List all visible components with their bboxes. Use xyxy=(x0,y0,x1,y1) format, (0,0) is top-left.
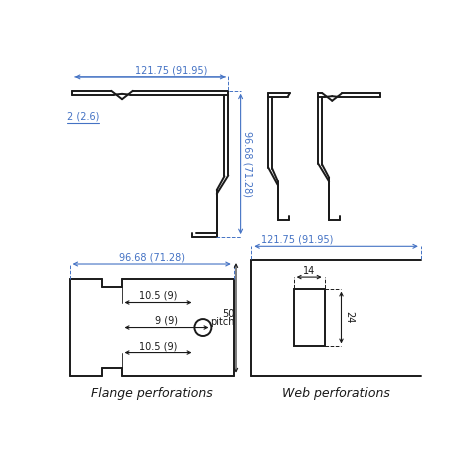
Text: pitch: pitch xyxy=(210,317,235,327)
Text: 50: 50 xyxy=(222,309,235,319)
Text: 14: 14 xyxy=(303,265,315,275)
Text: 9 (9): 9 (9) xyxy=(155,316,178,326)
Text: Flange perforations: Flange perforations xyxy=(91,387,212,400)
Text: 121.75 (91.95): 121.75 (91.95) xyxy=(261,235,333,245)
Bar xyxy=(294,289,325,346)
Text: 10.5 (9): 10.5 (9) xyxy=(139,291,177,301)
Text: 121.75 (91.95): 121.75 (91.95) xyxy=(135,65,207,75)
Text: 96.68 (71.28): 96.68 (71.28) xyxy=(118,253,185,263)
Text: 24: 24 xyxy=(344,311,354,324)
Text: 2 (2.6): 2 (2.6) xyxy=(66,111,99,121)
Text: 96.68 (71.28): 96.68 (71.28) xyxy=(243,131,253,197)
Text: 10.5 (9): 10.5 (9) xyxy=(139,341,177,351)
Text: Web perforations: Web perforations xyxy=(282,387,390,400)
